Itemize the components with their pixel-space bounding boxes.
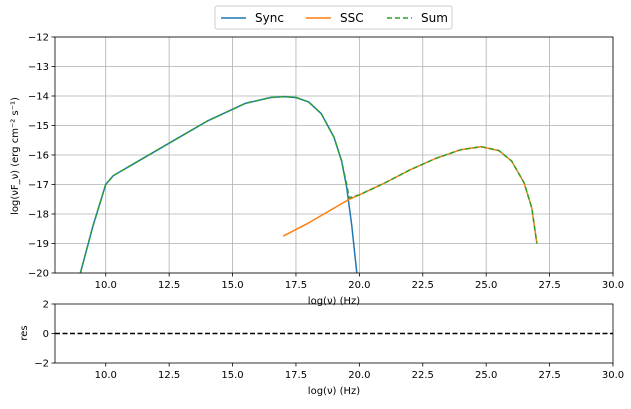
y-tick-label: −19 <box>28 239 49 250</box>
y-tick-label: −13 <box>28 62 49 73</box>
y-tick-label: −2 <box>34 359 49 370</box>
x-tick-label: 15.0 <box>221 370 243 381</box>
x-tick-label: 17.5 <box>285 280 307 291</box>
main-y-ticks: −12 −13 −14 −15 −16 −17 −18 −19 −20 <box>28 33 55 280</box>
y-tick-label: −16 <box>28 151 49 162</box>
main-x-ticks: 10.0 12.5 15.0 17.5 20.0 22.5 25.0 27.5 30.0 <box>95 273 624 291</box>
residual-x-ticks: 10.0 12.5 15.0 17.5 20.0 22.5 25.0 27.5 30.0 <box>95 363 624 381</box>
main-x-axis-label: log(ν) (Hz) <box>308 296 360 307</box>
legend-ssc-label: SSC <box>340 11 364 25</box>
main-series-layer <box>79 95 538 274</box>
y-tick-label: −12 <box>28 33 49 44</box>
x-tick-label: 10.0 <box>95 370 117 381</box>
y-tick-label: −18 <box>28 210 49 221</box>
x-tick-label: 22.5 <box>412 370 434 381</box>
legend-frame <box>214 5 453 30</box>
x-tick-label: 15.0 <box>221 280 243 291</box>
y-tick-label: −14 <box>28 92 49 103</box>
x-tick-label: 27.5 <box>538 370 560 381</box>
series-line-sum <box>79 95 538 274</box>
residual-y-axis-label: res <box>19 325 30 340</box>
x-tick-label: 22.5 <box>412 280 434 291</box>
x-tick-label: 17.5 <box>285 370 307 381</box>
x-tick-label: 20.0 <box>348 280 370 291</box>
y-tick-label: 2 <box>43 300 49 311</box>
x-tick-label: 20.0 <box>348 370 370 381</box>
residual-y-ticks: 2 0 −2 <box>34 300 55 370</box>
series-line-sync <box>79 95 358 274</box>
y-tick-label: 0 <box>43 329 49 340</box>
legend: Sync SSC Sum <box>214 5 453 30</box>
x-tick-label: 30.0 <box>602 370 624 381</box>
x-tick-label: 25.0 <box>475 370 497 381</box>
x-tick-label: 12.5 <box>158 280 180 291</box>
legend-sum-label: Sum <box>421 11 448 25</box>
residual-x-axis-label: log(ν) (Hz) <box>308 386 360 397</box>
x-tick-label: 12.5 <box>158 370 180 381</box>
y-tick-label: −20 <box>28 269 49 280</box>
legend-sync-label: Sync <box>255 11 284 25</box>
x-tick-label: 30.0 <box>602 280 624 291</box>
main-axes: 10.0 12.5 15.0 17.5 20.0 22.5 25.0 27.5 30.0 −12… <box>10 33 624 308</box>
x-tick-label: 10.0 <box>95 280 117 291</box>
x-tick-label: 27.5 <box>538 280 560 291</box>
residual-axes: 10.0 12.5 15.0 17.5 20.0 22.5 25.0 27.5 30.0 2 0 −… <box>19 300 624 398</box>
x-tick-label: 25.0 <box>475 280 497 291</box>
y-tick-label: −17 <box>28 180 49 191</box>
main-y-axis-label: log(νF_ν) (erg cm⁻² s⁻¹) <box>10 97 21 215</box>
y-tick-label: −15 <box>28 121 49 132</box>
